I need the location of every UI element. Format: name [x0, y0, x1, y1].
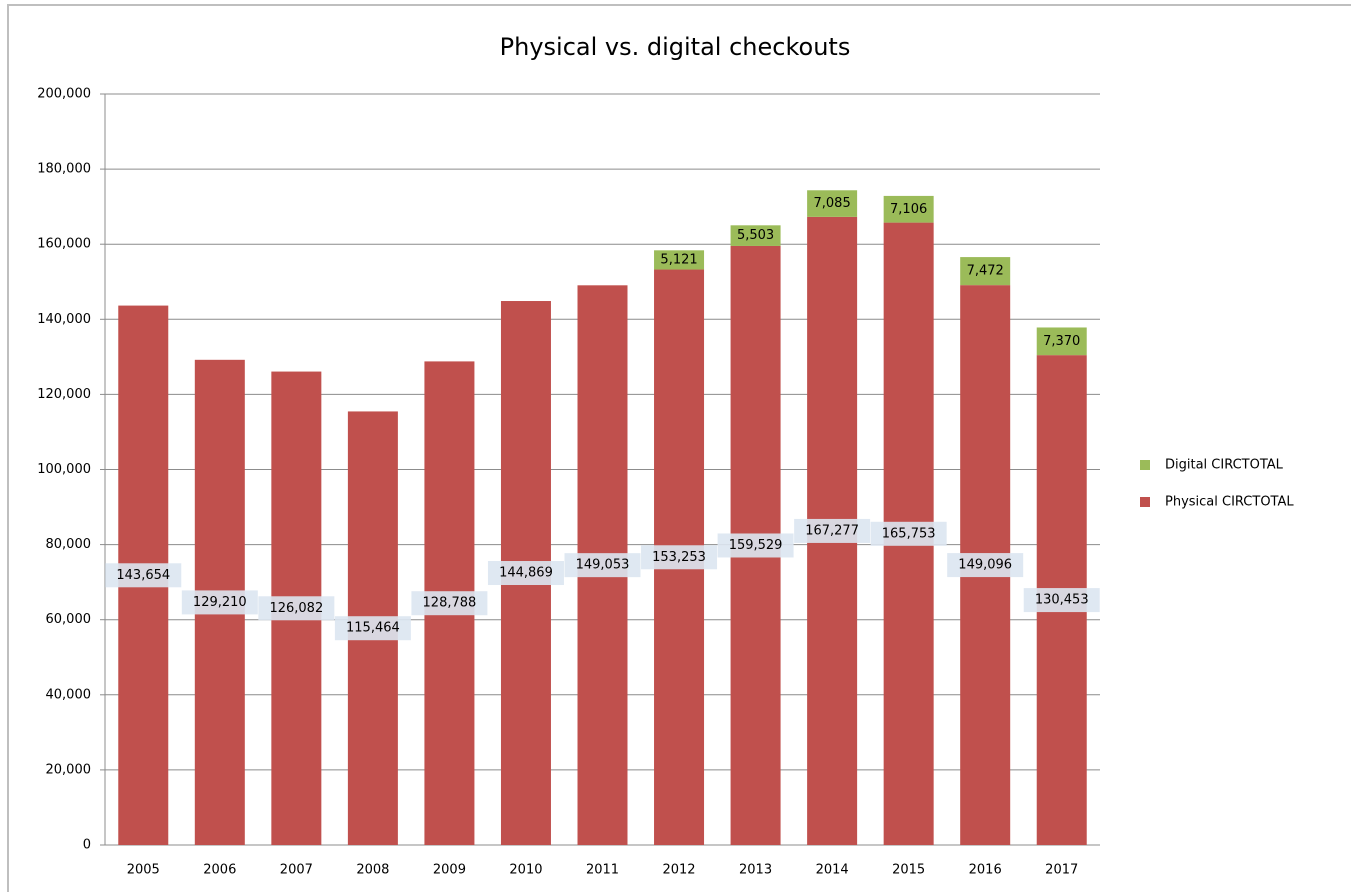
x-tick-label: 2016	[969, 863, 1002, 878]
x-tick-label: 2005	[127, 863, 160, 878]
y-tick-label: 160,000	[37, 237, 91, 252]
x-tick-label: 2008	[356, 863, 389, 878]
y-tick-label: 0	[83, 838, 91, 853]
y-tick-label: 20,000	[46, 762, 92, 777]
x-tick-label: 2007	[280, 863, 313, 878]
data-label: 7,370	[1043, 334, 1080, 349]
data-label: 130,453	[1035, 593, 1089, 608]
data-label: 7,106	[890, 202, 927, 217]
data-label: 115,464	[346, 621, 400, 636]
data-label: 126,082	[269, 601, 323, 616]
y-tick-label: 120,000	[37, 387, 91, 402]
x-tick-label: 2017	[1045, 863, 1078, 878]
data-label-box	[105, 563, 182, 588]
x-tick-label: 2009	[433, 863, 466, 878]
legend-swatch	[1140, 497, 1150, 507]
data-label: 128,788	[423, 596, 477, 611]
x-tick-label: 2010	[509, 863, 542, 878]
bar-segment	[883, 195, 934, 223]
x-tick-label: 2014	[816, 863, 849, 878]
y-tick-label: 60,000	[46, 612, 92, 627]
data-label: 149,053	[576, 558, 630, 573]
legend-label: Physical CIRCTOTAL	[1165, 495, 1294, 510]
data-label-box	[794, 518, 871, 543]
data-label: 7,472	[967, 264, 1004, 279]
data-label-box	[334, 616, 411, 641]
data-label-box	[487, 561, 564, 586]
data-label-box	[258, 596, 335, 621]
data-label-box	[564, 553, 641, 578]
data-label-box	[947, 553, 1024, 578]
data-label-box	[1023, 588, 1100, 613]
bar-segment	[730, 225, 781, 246]
x-tick-label: 2011	[586, 863, 619, 878]
data-label-box	[641, 545, 718, 570]
data-label-box	[181, 590, 258, 615]
bar-segment	[1036, 327, 1087, 356]
bar-segment	[807, 190, 858, 217]
x-tick-label: 2015	[892, 863, 925, 878]
data-label: 165,753	[882, 526, 936, 541]
data-label: 129,210	[193, 595, 247, 610]
legend-swatch	[1140, 460, 1150, 470]
chart-title: Physical vs. digital checkouts	[500, 33, 851, 61]
x-tick-label: 2013	[739, 863, 772, 878]
data-label: 167,277	[805, 523, 859, 538]
data-label: 143,654	[116, 568, 170, 583]
bar-segment	[654, 250, 705, 270]
legend-label: Digital CIRCTOTAL	[1165, 458, 1284, 473]
y-tick-label: 80,000	[46, 537, 92, 552]
x-tick-label: 2012	[662, 863, 695, 878]
y-tick-label: 140,000	[37, 312, 91, 327]
y-tick-label: 200,000	[37, 87, 91, 102]
data-label: 153,253	[652, 550, 706, 565]
x-tick-label: 2006	[203, 863, 236, 878]
y-tick-label: 40,000	[46, 687, 92, 702]
data-label-box	[717, 533, 794, 558]
bar-segment	[960, 257, 1011, 286]
data-label: 5,503	[737, 228, 774, 243]
data-label: 5,121	[660, 252, 697, 267]
data-label: 144,869	[499, 566, 553, 581]
data-label-box	[411, 591, 488, 616]
y-tick-label: 180,000	[37, 162, 91, 177]
data-label: 7,085	[814, 196, 851, 211]
y-tick-label: 100,000	[37, 462, 91, 477]
data-label: 149,096	[958, 558, 1012, 573]
data-label-box	[870, 521, 947, 546]
data-label: 159,529	[729, 538, 783, 553]
